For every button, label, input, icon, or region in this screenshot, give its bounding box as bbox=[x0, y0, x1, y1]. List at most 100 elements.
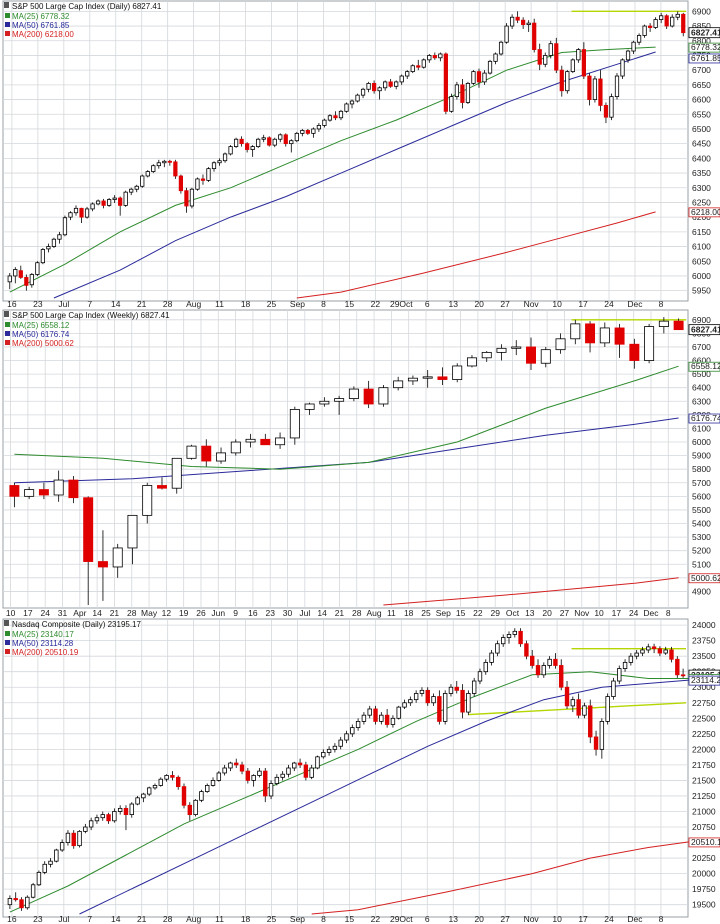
candle bbox=[629, 343, 640, 361]
candle bbox=[664, 15, 669, 27]
candle bbox=[432, 55, 437, 59]
candle bbox=[135, 797, 140, 805]
y-tick-label: 5900 bbox=[692, 451, 711, 461]
candle bbox=[576, 699, 581, 716]
y-tick-label: 5400 bbox=[692, 519, 711, 529]
y-tick-label: 20750 bbox=[692, 822, 716, 832]
y-tick-label: 6500 bbox=[692, 369, 711, 379]
candle bbox=[245, 770, 251, 781]
candle bbox=[449, 96, 454, 112]
y-tick-label: 6300 bbox=[692, 183, 711, 193]
candle bbox=[164, 775, 169, 780]
x-tick-label: Nov bbox=[574, 608, 590, 618]
candle bbox=[393, 380, 404, 389]
x-tick-label: Aug bbox=[186, 914, 201, 924]
candle bbox=[437, 696, 442, 722]
y-tick-label: 22500 bbox=[692, 713, 716, 723]
candle bbox=[363, 388, 374, 405]
candle bbox=[263, 770, 268, 797]
x-tick-label: Apr bbox=[73, 608, 86, 618]
candle bbox=[311, 128, 316, 134]
candle bbox=[670, 16, 675, 27]
candle bbox=[187, 804, 193, 815]
candle bbox=[261, 137, 266, 140]
candle bbox=[681, 13, 686, 34]
y-tick-label: 6100 bbox=[692, 423, 711, 433]
y-tick-label: 5950 bbox=[692, 286, 711, 296]
candle bbox=[592, 78, 598, 100]
candle bbox=[151, 165, 156, 172]
y-tick-label: 6700 bbox=[692, 342, 711, 352]
y-tick-label: 6850 bbox=[692, 21, 711, 31]
last-price-box bbox=[688, 27, 720, 39]
x-tick-label: 25 bbox=[421, 608, 431, 618]
candle bbox=[127, 514, 138, 549]
y-tick-label: 22250 bbox=[692, 729, 716, 739]
y-tick-label: 19750 bbox=[692, 884, 716, 894]
candle bbox=[332, 745, 338, 750]
candle bbox=[425, 689, 430, 704]
ma25-value-box bbox=[688, 42, 720, 53]
candle bbox=[366, 82, 371, 90]
candle bbox=[437, 376, 448, 380]
candle bbox=[675, 13, 680, 18]
candle bbox=[267, 137, 272, 146]
candle bbox=[84, 208, 90, 218]
candle bbox=[410, 65, 415, 73]
candle bbox=[305, 130, 310, 134]
candle bbox=[390, 717, 396, 725]
candle bbox=[112, 811, 117, 822]
candle bbox=[304, 403, 315, 410]
candle bbox=[565, 71, 570, 92]
candle bbox=[145, 171, 150, 177]
last-price-label: 6827.41 bbox=[691, 325, 720, 335]
chart-icon bbox=[4, 620, 9, 626]
x-tick-label: 29 bbox=[490, 608, 500, 618]
candle bbox=[483, 661, 488, 673]
candle bbox=[378, 387, 389, 405]
y-tick-label: 6150 bbox=[692, 227, 711, 237]
ma200-line bbox=[383, 577, 679, 606]
candle bbox=[361, 714, 367, 722]
x-tick-label: 21 bbox=[137, 299, 147, 309]
x-tick-label: 14 bbox=[111, 914, 121, 924]
ma50-line bbox=[14, 417, 679, 484]
candle bbox=[245, 143, 250, 150]
ma25-line bbox=[9, 671, 689, 913]
candle bbox=[448, 686, 454, 694]
x-tick-label: 12 bbox=[162, 608, 172, 618]
y-tick-label: 6900 bbox=[692, 6, 711, 16]
candle bbox=[547, 658, 552, 666]
candle bbox=[431, 696, 436, 704]
candle bbox=[54, 849, 59, 862]
candle bbox=[123, 191, 128, 206]
candle bbox=[543, 55, 548, 65]
legend-entry: MA(200) 6218.00 bbox=[12, 30, 74, 39]
candle bbox=[68, 479, 79, 499]
candle bbox=[71, 832, 76, 847]
candle bbox=[588, 705, 593, 738]
y-tick-label: 5600 bbox=[692, 491, 711, 501]
candle bbox=[24, 277, 29, 286]
candle bbox=[495, 643, 500, 654]
x-tick-label: Aug bbox=[186, 299, 201, 309]
candle bbox=[506, 634, 512, 638]
x-tick-label: 27 bbox=[500, 299, 510, 309]
candle bbox=[576, 49, 581, 61]
candle bbox=[443, 53, 448, 112]
candle bbox=[377, 87, 382, 92]
x-tick-label: 21 bbox=[110, 608, 120, 618]
legend-entry: MA(50) 6761.85 bbox=[12, 21, 70, 30]
candle bbox=[24, 489, 35, 497]
candle bbox=[605, 696, 610, 722]
x-tick-label: 22 bbox=[473, 608, 483, 618]
x-tick-label: 11 bbox=[215, 914, 224, 924]
candle bbox=[570, 59, 575, 73]
candle bbox=[239, 764, 245, 772]
candle bbox=[101, 200, 106, 206]
y-tick-label: 21000 bbox=[692, 806, 716, 816]
candle bbox=[286, 767, 291, 775]
ma50-value-label: 6176.74 bbox=[691, 413, 720, 423]
candle bbox=[184, 190, 189, 207]
x-tick-label: 24 bbox=[604, 914, 614, 924]
